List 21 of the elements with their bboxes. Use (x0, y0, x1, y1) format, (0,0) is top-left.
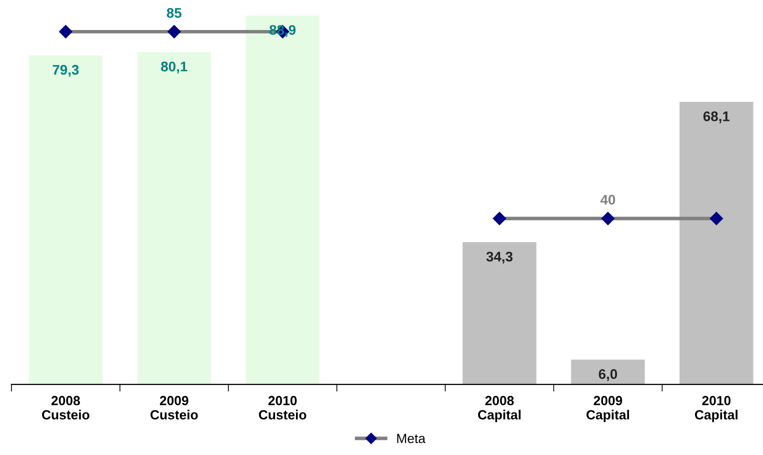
bar (680, 102, 754, 384)
x-tick-label: 2010 Custeio (258, 396, 306, 420)
data-label: 68,1 (703, 111, 730, 124)
legend-label: Meta (397, 434, 426, 444)
bar (571, 360, 645, 384)
data-label: 80,1 (161, 62, 188, 74)
data-label: 88,9 (270, 25, 296, 37)
x-tick-label: 2008 Custeio (42, 396, 90, 420)
bar (137, 52, 211, 384)
x-tick-label: 2009 Capital (586, 396, 630, 422)
bar (28, 55, 103, 384)
x-tick-label: 2010 Capital (694, 396, 738, 422)
bar (462, 242, 536, 384)
data-label: 34,3 (486, 252, 513, 264)
data-label: 79,3 (52, 64, 79, 77)
data-label: 6,0 (598, 369, 618, 382)
x-tick-label: 2009 Custeio (150, 396, 198, 420)
bar (246, 15, 320, 384)
data-label: 85 (166, 8, 182, 18)
x-tick-label: 2008 Capital (478, 396, 521, 422)
data-label: 40 (600, 194, 616, 205)
